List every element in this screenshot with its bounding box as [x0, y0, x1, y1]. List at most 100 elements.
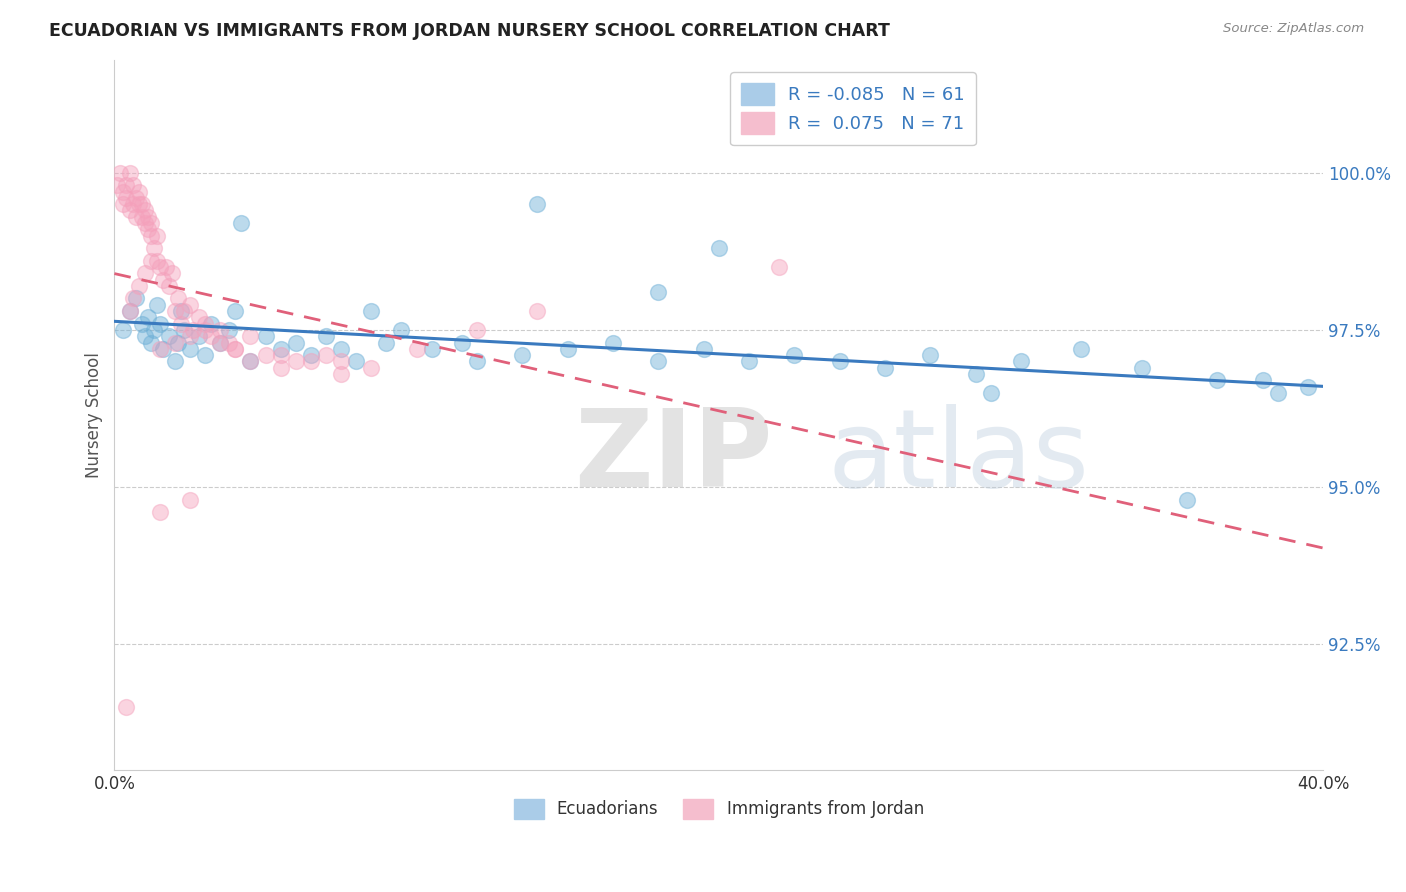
Point: [131, 210, 153, 224]
Point: [139, 253, 162, 268]
Point: [149, 317, 172, 331]
Text: Source: ZipAtlas.com: Source: ZipAtlas.com: [1223, 22, 1364, 36]
Point: [420, 342, 443, 356]
Point: [121, 178, 143, 193]
Point: [110, 166, 132, 180]
Point: [344, 354, 367, 368]
Point: [360, 360, 382, 375]
Point: [167, 335, 190, 350]
Point: [118, 304, 141, 318]
Point: [118, 166, 141, 180]
Point: [124, 191, 146, 205]
Point: [179, 492, 201, 507]
Point: [707, 241, 730, 255]
Point: [1175, 492, 1198, 507]
Point: [134, 266, 156, 280]
Point: [315, 329, 337, 343]
Point: [299, 354, 322, 368]
Point: [224, 304, 246, 318]
Point: [1251, 373, 1274, 387]
Point: [254, 348, 277, 362]
Point: [330, 367, 353, 381]
Point: [173, 304, 195, 318]
Point: [873, 360, 896, 375]
Point: [173, 323, 195, 337]
Point: [270, 360, 292, 375]
Point: [121, 292, 143, 306]
Point: [131, 197, 153, 211]
Point: [209, 323, 232, 337]
Point: [136, 210, 159, 224]
Point: [526, 197, 548, 211]
Point: [330, 354, 353, 368]
Point: [136, 222, 159, 236]
Text: ECUADORIAN VS IMMIGRANTS FROM JORDAN NURSERY SCHOOL CORRELATION CHART: ECUADORIAN VS IMMIGRANTS FROM JORDAN NUR…: [49, 22, 890, 40]
Point: [163, 335, 186, 350]
Point: [451, 335, 474, 350]
Point: [692, 342, 714, 356]
Point: [128, 197, 150, 211]
Y-axis label: Nursery School: Nursery School: [86, 351, 103, 478]
Point: [557, 342, 579, 356]
Point: [139, 228, 162, 243]
Point: [131, 317, 153, 331]
Point: [142, 323, 165, 337]
Point: [163, 354, 186, 368]
Point: [1010, 354, 1032, 368]
Point: [828, 354, 851, 368]
Point: [270, 348, 292, 362]
Point: [149, 260, 172, 274]
Point: [218, 335, 240, 350]
Point: [920, 348, 942, 362]
Point: [239, 329, 262, 343]
Point: [157, 279, 180, 293]
Point: [360, 304, 382, 318]
Point: [160, 266, 183, 280]
Point: [139, 335, 162, 350]
Point: [1070, 342, 1092, 356]
Point: [121, 197, 143, 211]
Point: [1206, 373, 1229, 387]
Point: [145, 253, 167, 268]
Point: [738, 354, 761, 368]
Point: [200, 329, 222, 343]
Point: [112, 185, 135, 199]
Point: [145, 228, 167, 243]
Point: [134, 203, 156, 218]
Point: [647, 285, 669, 300]
Point: [115, 700, 138, 714]
Point: [194, 323, 217, 337]
Point: [107, 178, 129, 193]
Point: [602, 335, 624, 350]
Point: [405, 342, 427, 356]
Point: [218, 323, 240, 337]
Point: [124, 292, 146, 306]
Point: [768, 260, 790, 274]
Point: [179, 298, 201, 312]
Point: [128, 185, 150, 199]
Point: [239, 354, 262, 368]
Point: [1296, 379, 1319, 393]
Point: [118, 203, 141, 218]
Point: [299, 348, 322, 362]
Point: [194, 348, 217, 362]
Point: [224, 342, 246, 356]
Point: [157, 329, 180, 343]
Legend: Ecuadorians, Immigrants from Jordan: Ecuadorians, Immigrants from Jordan: [506, 792, 931, 826]
Point: [330, 342, 353, 356]
Point: [284, 354, 307, 368]
Point: [170, 317, 193, 331]
Point: [115, 178, 138, 193]
Point: [209, 335, 232, 350]
Point: [139, 216, 162, 230]
Point: [375, 335, 398, 350]
Point: [194, 317, 217, 331]
Point: [783, 348, 806, 362]
Point: [200, 317, 222, 331]
Point: [145, 298, 167, 312]
Point: [136, 310, 159, 325]
Point: [188, 310, 211, 325]
Point: [112, 323, 135, 337]
Point: [128, 279, 150, 293]
Point: [965, 367, 987, 381]
